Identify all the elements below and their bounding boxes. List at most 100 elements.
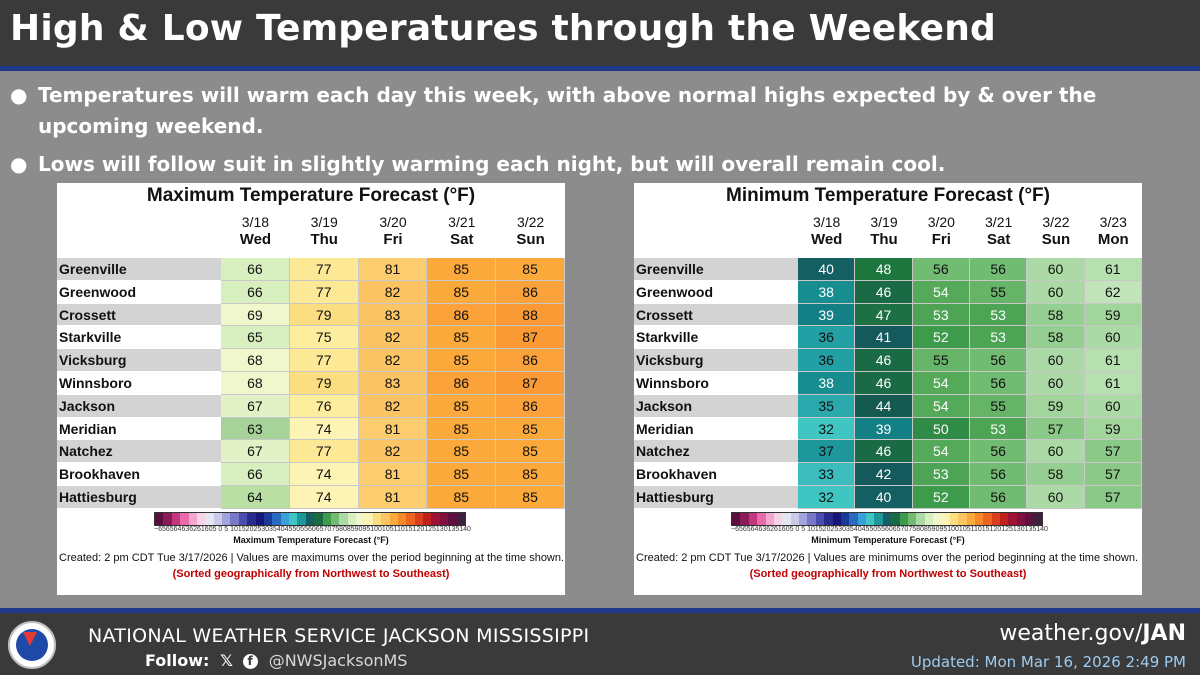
max-temp-cell: 85: [496, 417, 565, 441]
max-temp-cell: 68: [221, 371, 290, 395]
min-city-label: Greenville: [634, 258, 798, 281]
scale-swatch: [213, 513, 222, 525]
max-temp-cell: 66: [221, 258, 290, 281]
max-color-scale-bar: [154, 512, 466, 526]
max-temp-cell: 85: [427, 326, 497, 350]
scale-swatch: [339, 513, 348, 525]
min-temp-table: 3/18 Wed 3/19 Thu 3/20 Fri 3/21 Sat 3/22 Sun 3/23 M…: [634, 210, 1142, 509]
max-temp-cell: 81: [358, 417, 428, 441]
scale-swatch: [907, 513, 917, 525]
min-column-day: Fri: [931, 231, 951, 248]
office-name: NATIONAL WEATHER SERVICE JACKSON MISSISS…: [88, 625, 590, 647]
min-header-spacer: [634, 210, 798, 258]
min-column-date: 3/20: [927, 214, 955, 230]
max-temp-table: 3/18 Wed 3/19 Thu 3/20 Fri 3/21 Sat 3/22 Sun Green…: [57, 210, 565, 509]
min-temp-cell: 50: [912, 417, 970, 441]
scale-swatch: [790, 513, 799, 525]
min-temp-cell: 52: [912, 326, 970, 350]
min-sorted-note: (Sorted geographically from Northwest to…: [749, 568, 1027, 580]
min-temp-cell: 42: [855, 463, 913, 486]
min-temp-cell: 41: [855, 326, 913, 350]
updated-timestamp: Updated: Mon Mar 16, 2026 2:49 PM: [910, 653, 1186, 671]
min-temp-cell: 36: [798, 349, 856, 372]
min-city-label: Vicksburg: [634, 349, 798, 372]
scale-swatch: [866, 513, 875, 525]
max-temp-cell: 85: [427, 280, 497, 304]
min-temp-cell: 61: [1084, 349, 1142, 372]
max-table-row: Brookhaven 66 74 81 85 85: [57, 463, 565, 486]
min-temp-cell: 55: [969, 394, 1028, 418]
footer-divider: [0, 608, 1200, 613]
scale-swatch: [456, 513, 465, 525]
max-temp-cell: 88: [496, 303, 565, 327]
min-table-row: Starkville 36 41 52 53 58 60: [634, 326, 1142, 350]
max-temp-cell: 74: [289, 463, 359, 486]
scale-swatch: [289, 513, 298, 525]
website-link[interactable]: weather.gov/JAN: [999, 621, 1186, 646]
x-icon[interactable]: 𝕏: [220, 651, 233, 670]
scale-swatch: [397, 513, 407, 525]
follow-label: Follow:: [145, 651, 210, 670]
max-city-label: Winnsboro: [57, 372, 221, 395]
page-title: High & Low Temperatures through the Week…: [10, 8, 997, 49]
min-temp-cell: 56: [969, 258, 1028, 281]
bullet-dot-icon: ●: [10, 152, 28, 176]
max-temp-cell: 85: [496, 258, 565, 281]
scale-swatch: [782, 513, 791, 525]
min-temp-cell: 57: [1084, 463, 1142, 486]
max-temp-cell: 65: [221, 326, 290, 350]
min-temp-cell: 32: [798, 485, 856, 509]
max-column-day: Fri: [383, 231, 403, 248]
max-temp-cell: 79: [289, 371, 359, 395]
scale-swatch: [857, 513, 866, 525]
scale-swatch: [389, 513, 398, 525]
scale-swatch: [272, 513, 281, 525]
max-column-date: 3/22: [516, 214, 545, 230]
min-table-row: Greenwood 38 46 54 55 60 62: [634, 280, 1142, 304]
min-temp-cell: 36: [798, 326, 856, 350]
min-temp-cell: 57: [1084, 440, 1142, 464]
scale-swatch: [364, 513, 373, 525]
min-column-header: 3/23 Mon: [1085, 210, 1142, 258]
min-column-header: 3/21 Sat: [970, 210, 1027, 258]
scale-swatch: [983, 513, 992, 525]
max-city-label: Hattiesburg: [57, 485, 221, 509]
max-table-row: Winnsboro 68 79 83 86 87: [57, 371, 565, 395]
max-temp-cell: 87: [496, 326, 565, 350]
min-city-label: Greenwood: [634, 281, 798, 304]
min-column-day: Wed: [810, 231, 843, 248]
max-created-note: Created: 2 pm CDT Tue 3/17/2026 | Values…: [59, 552, 565, 564]
min-temp-scale: −65656463626160‪5 0 5 101520253035404550…: [634, 512, 1142, 545]
max-city-label: Crossett: [57, 303, 221, 327]
min-temp-cell: 40: [855, 485, 913, 509]
min-temp-cell: 46: [855, 371, 913, 395]
min-temp-cell: 58: [1027, 326, 1085, 350]
min-city-label: Brookhaven: [634, 463, 798, 486]
scale-swatch: [882, 513, 892, 525]
max-city-label: Meridian: [57, 418, 221, 441]
facebook-icon[interactable]: f: [242, 654, 258, 669]
min-temp-cell: 46: [855, 349, 913, 372]
max-table-row: Natchez 67 77 82 85 85: [57, 440, 565, 464]
min-temp-cell: 54: [912, 371, 970, 395]
min-city-label: Meridian: [634, 418, 798, 441]
scale-swatch: [255, 513, 264, 525]
scale-swatch: [280, 513, 289, 525]
min-temp-cell: 60: [1027, 485, 1085, 509]
max-table-row: Meridian 63 74 81 85 85: [57, 417, 565, 441]
social-handle-link[interactable]: @NWSJacksonMS: [268, 651, 408, 670]
max-city-label: Greenwood: [57, 281, 221, 304]
max-temp-cell: 74: [289, 485, 359, 509]
min-temp-cell: 56: [969, 349, 1028, 372]
min-temp-cell: 57: [1084, 485, 1142, 509]
min-city-label: Natchez: [634, 440, 798, 464]
min-temp-cell: 33: [798, 463, 856, 486]
scale-swatch: [807, 513, 816, 525]
min-temp-cell: 60: [1084, 326, 1142, 350]
max-temp-cell: 77: [289, 440, 359, 464]
scale-swatch: [740, 513, 749, 525]
min-temp-cell: 39: [855, 417, 913, 441]
max-temp-cell: 64: [221, 485, 290, 509]
scale-swatch: [958, 513, 967, 525]
scale-swatch: [874, 513, 883, 525]
